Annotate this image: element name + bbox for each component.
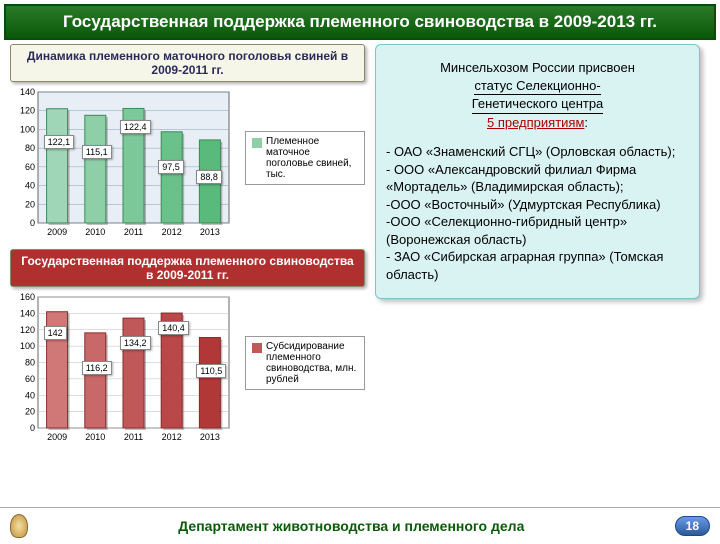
- footer: Департамент животноводства и племенного …: [0, 507, 720, 544]
- svg-text:20: 20: [25, 407, 35, 417]
- chart1-legend-swatch: [252, 138, 262, 148]
- chart2-area: 0 20 40 60 80 100 120 140 160 2009 2010 2011 2012 201…: [10, 291, 365, 446]
- chart2-legend-label: Субсидирование племенного свиноводства, …: [266, 341, 358, 385]
- bar-value-label: 115,1: [82, 145, 112, 159]
- bar-value-label: 122,1: [44, 135, 75, 149]
- chart1-title: Динамика племенного маточного поголовья …: [17, 49, 358, 77]
- svg-text:140: 140: [20, 308, 35, 318]
- bar-value-label: 88,8: [196, 170, 222, 184]
- svg-text:0: 0: [30, 423, 35, 433]
- svg-text:80: 80: [25, 358, 35, 368]
- info-line3: Генетического центра: [472, 95, 604, 114]
- info-line4: 5 предприятиям: [487, 115, 584, 130]
- svg-text:20: 20: [25, 199, 35, 209]
- svg-text:2013: 2013: [200, 227, 220, 237]
- chart1-legend-label: Племенное маточное поголовье свиней, тыс…: [266, 136, 358, 180]
- footer-text: Департамент животноводства и племенного …: [28, 518, 675, 534]
- svg-text:0: 0: [30, 218, 35, 228]
- svg-text:2010: 2010: [85, 227, 105, 237]
- svg-text:100: 100: [20, 124, 35, 134]
- svg-text:2012: 2012: [162, 227, 182, 237]
- chart2-title-box: Государственная поддержка племенного сви…: [10, 249, 365, 287]
- svg-text:40: 40: [25, 181, 35, 191]
- chart2-title: Государственная поддержка племенного сви…: [17, 254, 358, 282]
- svg-text:160: 160: [20, 292, 35, 302]
- bar-value-label: 134,2: [120, 336, 151, 350]
- chart1-title-box: Динамика племенного маточного поголовья …: [10, 44, 365, 82]
- svg-text:120: 120: [20, 325, 35, 335]
- svg-text:60: 60: [25, 374, 35, 384]
- chart1-legend: Племенное маточное поголовье свиней, тыс…: [245, 131, 365, 185]
- svg-text:2009: 2009: [47, 227, 67, 237]
- page-number: 18: [675, 516, 710, 536]
- info-box: Минсельхозом России присвоен статус Селе…: [375, 44, 700, 299]
- info-body: - ОАО «Знаменский СГЦ» (Орловская област…: [386, 143, 689, 283]
- chart2-legend-swatch: [252, 343, 262, 353]
- svg-text:2013: 2013: [200, 432, 220, 442]
- info-line2: статус Селекционно-: [474, 77, 600, 96]
- footer-logo-icon: [10, 514, 28, 538]
- page-header: Государственная поддержка племенного сви…: [4, 4, 716, 40]
- svg-text:40: 40: [25, 390, 35, 400]
- svg-text:2010: 2010: [85, 432, 105, 442]
- chart1-area: 0 20 40 60 80 100 120 140 2009 2010 2011 2012 2013 12…: [10, 86, 365, 241]
- svg-text:100: 100: [20, 341, 35, 351]
- bar-value-label: 97,5: [158, 160, 184, 174]
- svg-text:120: 120: [20, 106, 35, 116]
- info-line1: Минсельхозом России присвоен: [440, 60, 635, 75]
- svg-text:140: 140: [20, 87, 35, 97]
- bar-value-label: 122,4: [120, 120, 151, 134]
- svg-text:2009: 2009: [47, 432, 67, 442]
- page-title: Государственная поддержка племенного сви…: [16, 12, 704, 32]
- svg-text:2011: 2011: [124, 432, 143, 442]
- bar-value-label: 110,5: [196, 364, 226, 378]
- svg-text:2011: 2011: [124, 227, 143, 237]
- bar-value-label: 116,2: [82, 361, 112, 375]
- svg-text:2012: 2012: [162, 432, 182, 442]
- bar-value-label: 142: [44, 326, 67, 340]
- chart2-legend: Субсидирование племенного свиноводства, …: [245, 336, 365, 390]
- svg-text:60: 60: [25, 162, 35, 172]
- svg-text:80: 80: [25, 143, 35, 153]
- bar-value-label: 140,4: [158, 321, 189, 335]
- info-head: Минсельхозом России присвоен статус Селе…: [386, 59, 689, 131]
